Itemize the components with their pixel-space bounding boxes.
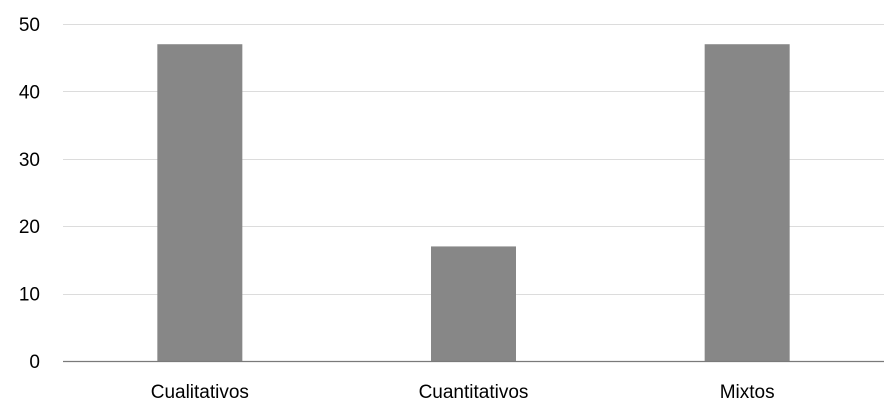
- x-category-label: Mixtos: [720, 382, 775, 403]
- x-category-label: Cualitativos: [151, 382, 249, 403]
- y-tick-label: 40: [19, 82, 40, 103]
- y-tick-label: 20: [19, 217, 40, 238]
- y-tick-label: 10: [19, 285, 40, 306]
- y-tick-label: 30: [19, 150, 40, 171]
- y-axis-tick-labels: 0 10 20 30 40 50: [19, 15, 40, 373]
- bar-cualitativos: [157, 44, 243, 361]
- y-tick-label: 0: [29, 352, 40, 373]
- bars: [157, 44, 790, 361]
- bar-mixtos: [704, 44, 790, 361]
- x-category-label: Cuantitativos: [419, 382, 529, 403]
- y-tick-label: 50: [19, 15, 40, 36]
- x-axis-category-labels: Cualitativos Cuantitativos Mixtos: [151, 382, 775, 403]
- bar-cuantitativos: [431, 246, 516, 361]
